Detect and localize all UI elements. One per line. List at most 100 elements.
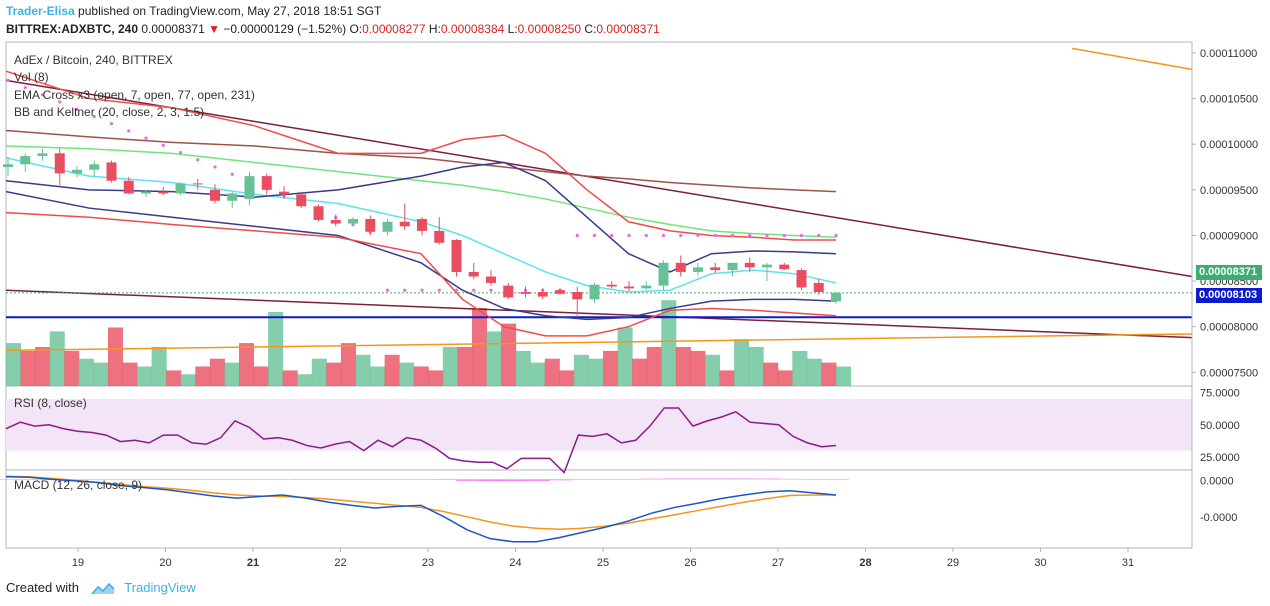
volume-bar [326,362,342,386]
macd-hist-bar [294,479,319,480]
volume-bar [734,339,750,386]
y-tick-label: 0.00008000 [1200,322,1258,334]
macd-hist-bar [0,479,19,480]
psar-dot [230,172,234,176]
macd-hist-bar [709,478,734,480]
macd-hist-bar [202,479,227,480]
candle-body [813,282,824,293]
volume-bar [35,347,51,386]
volume-bar [355,354,371,386]
tradingview-brand[interactable]: TradingView [124,580,196,595]
trend-line-orange-bottom [5,333,1193,352]
psar-dot [454,288,459,292]
candle-body [382,221,393,232]
macd-hist-bar [594,479,619,480]
x-tick-label: 25 [597,557,609,569]
volume-bar [340,343,356,386]
publish-info: Trader-Elisa published on TradingView.co… [6,4,381,18]
psar-dot [196,158,200,162]
high-value: 0.00008384 [440,22,505,36]
candle-body [451,240,462,272]
candle-body [210,189,220,201]
volume-bar [413,366,429,386]
macd-line [5,476,837,543]
volume-bar [457,347,473,386]
volume-bar [370,366,386,386]
volume-bar [646,347,662,386]
volume-bar [78,358,94,386]
legend-bb[interactable]: BB and Keltner (20, close, 2, 3, 1.5) [14,105,205,119]
candle-body [279,191,289,195]
candle-body [399,221,410,227]
symbol-label: BITTREX:ADXBTC, 240 [6,22,139,36]
keltner-lower-line [5,211,837,337]
psar-dot [644,233,648,238]
psar-dot [661,233,666,238]
psar-dot [679,233,683,238]
macd-hist-bar [317,479,342,480]
rsi-line [5,407,837,474]
candle-body [606,284,617,287]
volume-bar [661,300,677,386]
psar-dot [144,136,148,140]
created-with-text: Created with [6,580,79,595]
psar-dot [127,129,131,133]
volume-bar [195,366,211,386]
x-tick-label: 31 [1122,557,1134,569]
legend-macd[interactable]: MACD (12, 26, close, 9) [14,478,143,492]
macd-hist-bar [156,479,181,480]
macd-hist-bar [571,479,596,480]
volume-bar [49,331,65,386]
volume-bar [238,343,255,386]
volume-bar [93,362,109,386]
macd-hist-bar [663,478,688,480]
volume-bar [603,350,619,386]
candle-body [313,206,324,220]
volume-bar [384,354,400,386]
last-price-tag: 0.00008371 [1196,265,1262,280]
candle-body [710,267,721,271]
volume-bar [501,323,517,386]
candle-body [503,285,514,298]
macd-hist-bar [548,479,573,481]
psar-dot [799,233,804,238]
candle-body [727,262,738,271]
candle-body [486,276,496,283]
candle-body [37,153,48,157]
volume-bar [821,362,837,386]
candle-body [417,219,427,231]
psar-dot [161,143,165,147]
legend-rsi[interactable]: RSI (8, close) [14,396,87,410]
macd-hist-bar [179,479,204,480]
author-name[interactable]: Trader-Elisa [6,4,75,18]
legend-vol[interactable]: Vol (8) [14,70,49,84]
price-change: −0.00000129 (−1.52%) [223,22,347,36]
candle-body [779,264,790,270]
macd-hist-bar [87,479,112,480]
rsi-tick-label: 25.0000 [1200,452,1240,464]
candle-body [693,267,703,272]
volume-bar [544,358,560,386]
y-tick-label: 0.00007500 [1200,367,1258,379]
candle-body [261,176,272,190]
x-tick-label: 24 [509,557,521,569]
trend-line-upper [5,79,1193,278]
candle-body [641,285,652,289]
candle-body [106,162,117,181]
macd-hist-bar [456,479,481,481]
x-tick-label: 23 [422,557,434,569]
volume-bar [486,331,502,386]
last-price: 0.00008371 [141,22,205,36]
volume-bar [617,327,633,386]
x-tick-label: 27 [772,557,784,569]
rsi-tick-label: 75.0000 [1200,387,1240,399]
x-tick-label: 22 [334,557,346,569]
volume-bar [428,370,444,386]
psar-dot [6,78,10,82]
legend-ema[interactable]: EMA Cross x3 (open, 7, open, 77, open, 2… [14,88,255,102]
y-tick-label: 0.00010000 [1200,139,1258,151]
volume-bar [690,350,706,386]
volume-bar [209,358,225,386]
macd-tick-label: 0.0000 [1200,475,1234,487]
